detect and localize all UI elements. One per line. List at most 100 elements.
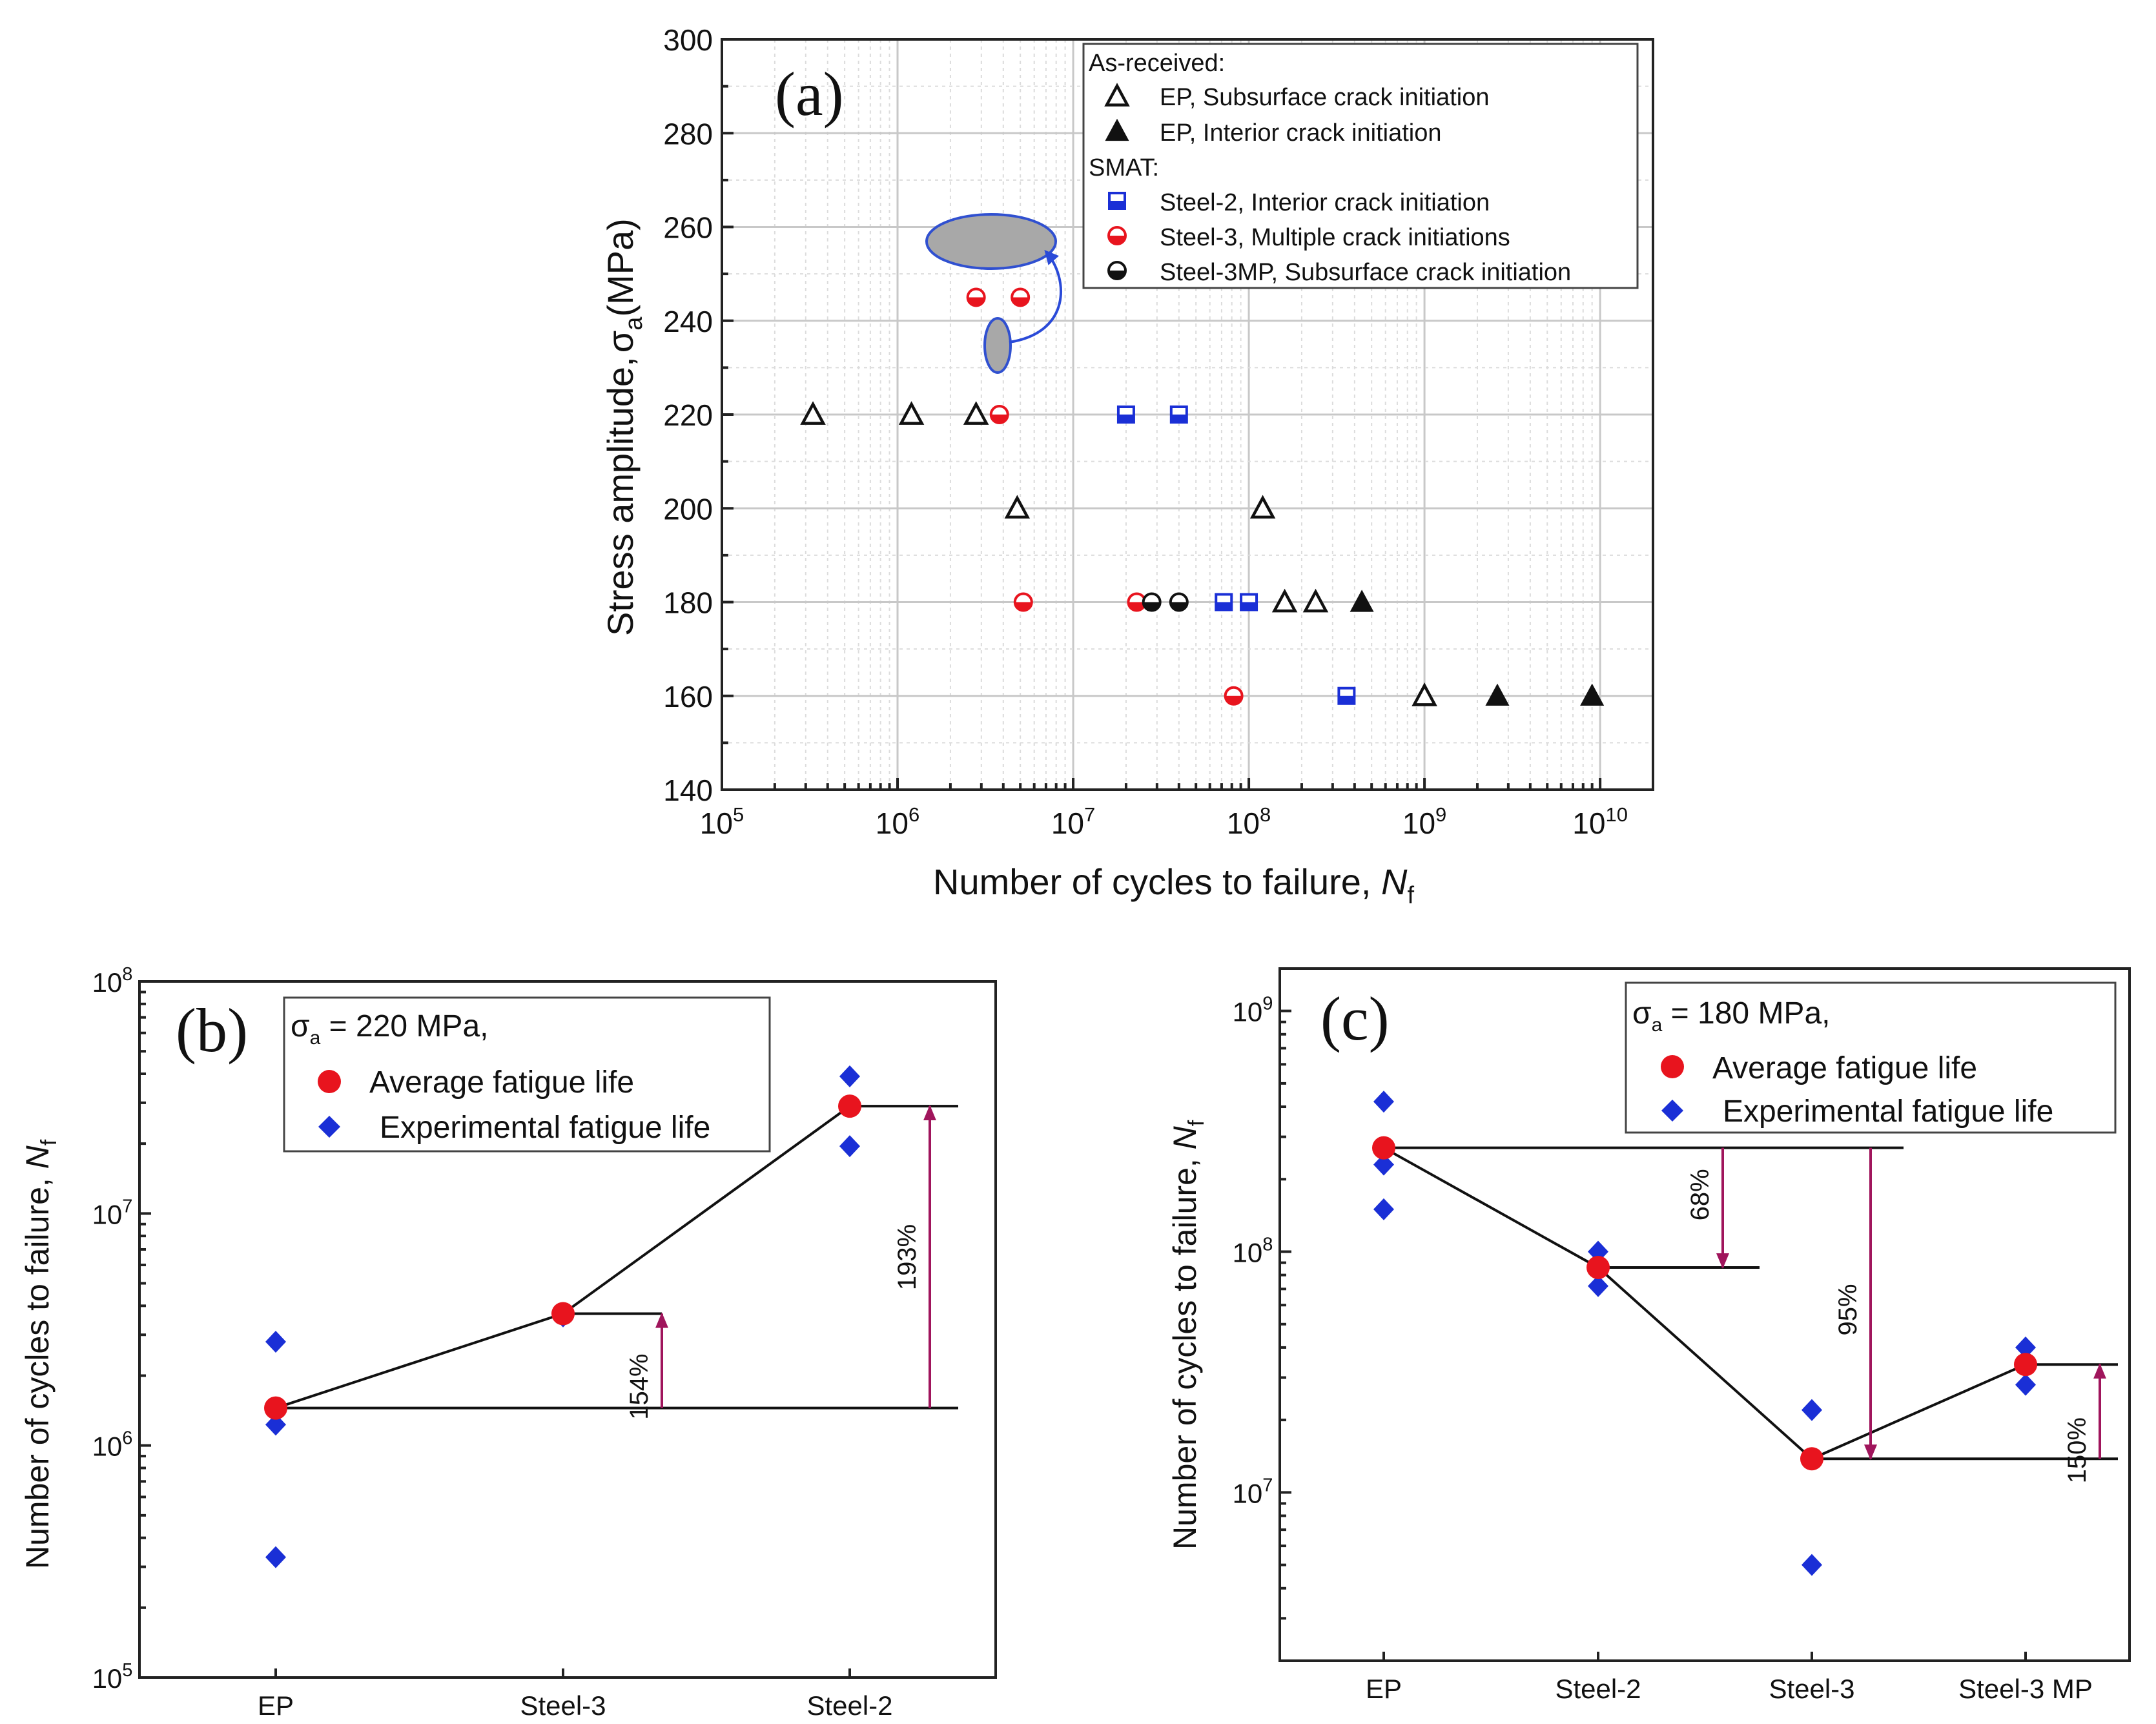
data-point-triangle-open (1271, 588, 1298, 613)
panel-a-ylabel: Stress amplitude, σa(MPa) (600, 218, 648, 636)
percent-label: 95% (1834, 1284, 1862, 1335)
panel-a-legend-box (1082, 43, 1639, 289)
y-tick-label: 108 (92, 964, 133, 998)
average-point (1372, 1136, 1395, 1160)
legend-marker-circle-half-black (1107, 261, 1127, 280)
data-point-circle-half-red-fill (991, 415, 1008, 423)
y-tick-label: 107 (92, 1196, 133, 1229)
average-line (1383, 1146, 2026, 1461)
panel-a-xlabel: Number of cycles to failure, Nf (933, 861, 1415, 909)
y-tick-label: 260 (663, 211, 713, 245)
y-tick-label: 200 (663, 492, 713, 526)
average-point (1586, 1255, 1610, 1279)
average-point (264, 1396, 287, 1420)
panel-c-legend-average: Average fatigue life (1712, 1051, 1977, 1085)
x-category-label: EP (1366, 1674, 1402, 1704)
y-tick-label: 107 (1233, 1475, 1273, 1508)
data-point-square-half-fill (1171, 415, 1187, 422)
panel-a-ylabel-text: Stress amplitude, (600, 356, 641, 636)
experimental-point (2015, 1336, 2036, 1359)
x-tick-label: 1010 (1572, 803, 1628, 840)
data-point-circle-half-black-fill (1143, 602, 1160, 611)
percent-label: 154% (625, 1353, 653, 1419)
average-point (2014, 1353, 2037, 1377)
experimental-point (265, 1546, 286, 1568)
data-point-circle-half-red-fill (1225, 695, 1242, 704)
experimental-point (1373, 1153, 1394, 1176)
experimental-point (1802, 1399, 1822, 1421)
panel-b-condition-symbol: σ (291, 1009, 310, 1043)
data-point-circle-half-red (1013, 592, 1033, 612)
x-tick-label: 108 (1227, 803, 1271, 840)
panel-b-legend-average: Average fatigue life (369, 1065, 634, 1100)
panel-b-legend-box (283, 996, 771, 1153)
data-point-circle-half-red (989, 405, 1009, 424)
panel-b-ylabel-sub: f (37, 1139, 61, 1145)
legend-marker-square-half-fill (1109, 201, 1125, 209)
panel-c-ylabel-symbol: N (1167, 1125, 1203, 1149)
data-point-square-half (1240, 593, 1258, 611)
percent-label: 68% (1686, 1169, 1714, 1220)
experimental-point (2015, 1373, 2036, 1396)
x-category-label: Steel-3 (520, 1690, 606, 1721)
panel-b-condition: σa = 220 MPa, (291, 1009, 488, 1049)
percent-label: 193% (893, 1224, 921, 1290)
data-point-triangle-open (1004, 495, 1031, 519)
panel-b-points (264, 1065, 861, 1568)
data-point-circle-half-black-fill (1170, 602, 1187, 611)
panel-b-ticks: 105 106 107 108 EP Steel-3 Steel-2 (92, 964, 893, 1721)
data-point-circle-half-red (1127, 592, 1147, 612)
experimental-point (1373, 1198, 1394, 1220)
data-point-triangle-open (1412, 682, 1437, 706)
panel-c-chart: 107 108 109 EP Steel-2 Steel-3 Steel-3 MP 68% 9… (1167, 967, 2131, 1704)
legend-marker-square-half (1108, 192, 1126, 210)
panel-c-condition-symbol: σ (1632, 996, 1652, 1031)
panel-b-legend-experimental: Experimental fatigue life (380, 1111, 710, 1145)
data-point-square-half-fill (1241, 602, 1257, 610)
data-point-triangle-filled (1350, 590, 1374, 612)
panel-c-condition-text: = 180 MPa, (1662, 996, 1830, 1031)
panel-b-ylabel-text: Number of cycles to failure, (19, 1169, 56, 1569)
y-tick-label: 220 (663, 398, 713, 432)
legend-entry-steel3mp: Steel-3MP, Subsurface crack initiation (1160, 259, 1571, 286)
data-point-triangle-open (1249, 495, 1276, 519)
panel-c-frame (1278, 967, 2131, 1662)
data-point-square-half (1169, 405, 1188, 424)
y-tick-label: 280 (663, 117, 713, 150)
panel-a-legend-markers (1104, 83, 1130, 280)
data-point-circle-half-red-fill (967, 297, 985, 306)
legend-marker-circle-half-red-fill (1109, 236, 1125, 244)
panel-a-frame (721, 38, 1654, 791)
data-point-triangle-open (800, 401, 826, 425)
legend-header-smat: SMAT: (1089, 154, 1159, 181)
percent-label: 150% (2063, 1417, 2091, 1483)
legend-marker-circle-half-black-fill (1109, 271, 1125, 279)
legend-entry-ep-subsurface: EP, Subsurface crack initiation (1160, 84, 1489, 111)
panel-c-label: (c) (1320, 984, 1390, 1053)
panel-a-legend: As-received: SMAT: EP, Subsurface crack … (1082, 43, 1639, 289)
experimental-point (839, 1135, 860, 1158)
y-tick-label: 109 (1233, 994, 1273, 1027)
x-tick-label: 105 (700, 803, 744, 840)
panel-c-legend-box (1625, 981, 2117, 1134)
data-point-circle-half-red-fill (1128, 602, 1145, 611)
data-point-circle-half-red-fill (1014, 602, 1032, 611)
data-point-square-half-fill (1216, 602, 1232, 610)
data-point-square-half (1337, 686, 1356, 705)
experimental-point (265, 1330, 286, 1353)
data-point-circle-half-red (1224, 686, 1244, 706)
curved-arrow (1009, 249, 1062, 344)
panel-a-ylabel-unit: (MPa) (600, 218, 641, 316)
x-tick-label: 109 (1402, 803, 1446, 840)
panel-a-points (800, 287, 1605, 706)
legend-entry-steel2: Steel-2, Interior crack initiation (1160, 189, 1490, 216)
panel-c-legend-experimental: Experimental fatigue life (1723, 1094, 2053, 1129)
panel-b-frame (138, 980, 997, 1679)
average-point (551, 1302, 575, 1326)
panel-a-xlabel-sub: f (1408, 882, 1415, 909)
x-category-label: EP (258, 1690, 294, 1721)
average-point (838, 1094, 861, 1118)
panel-c-condition-sub: a (1652, 1014, 1663, 1036)
data-point-circle-half-red (1011, 287, 1031, 307)
